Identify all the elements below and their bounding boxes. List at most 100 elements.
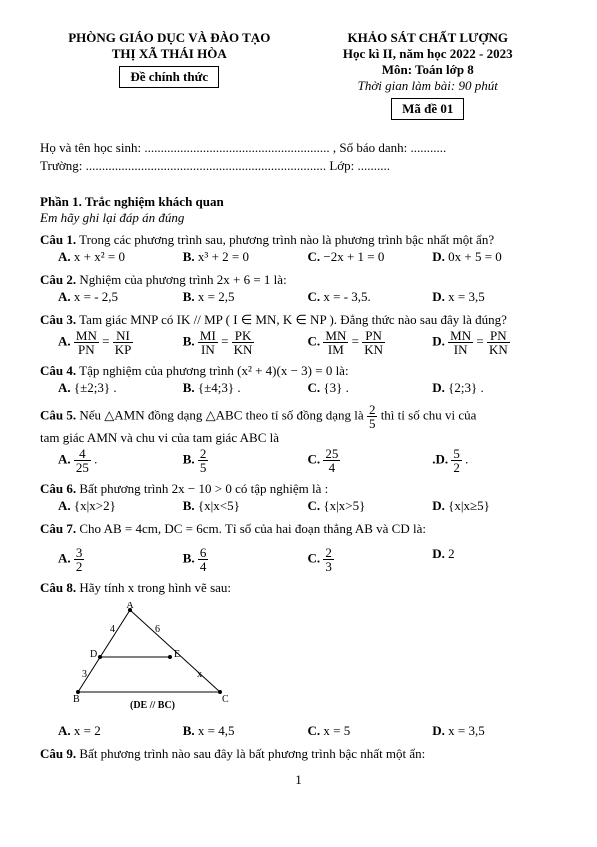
q3c-lnum: MN [323,329,348,343]
q1-opt-a: A. x + x² = 0 [58,248,183,266]
q5-ratio-den: 5 [367,417,378,430]
q8-d-text: x = 3,5 [448,723,485,738]
q4-a-text: {±2;3} . [74,380,117,395]
q3c-rden: KN [362,343,385,356]
q3a-lnum: MN [74,329,99,343]
q5-stem2: thì tỉ số chu vi của [381,407,477,422]
q2-options: A. x = - 2,5 B. x = 2,5 C. x = - 3,5. D.… [58,288,557,306]
q3-opt-d: D. MNIN = PNKN [432,328,557,357]
q3d-rden: KN [487,343,510,356]
q7-prefix: Câu 7. [40,521,76,536]
q2-opt-a: A. x = - 2,5 [58,288,183,306]
q8-options: A. x = 2 B. x = 4,5 C. x = 5 D. x = 3,5 [58,722,557,740]
q5a-num: 4 [74,447,91,461]
q4-stem: Tập nghiệm của phương trình (x² + 4)(x −… [79,363,348,378]
fig-val-bd: 3 [82,669,87,680]
q3-options: A. MNPN = NIKP B. MIIN = PKKN C. MNIM = … [58,328,557,357]
q1-opt-c: C. −2x + 1 = 0 [308,248,433,266]
q5-opt-b: B. 25 [183,446,308,475]
q7b-den: 4 [198,560,209,573]
q1-b-text: x³ + 2 = 0 [198,249,249,264]
q2-opt-d: D. x = 3,5 [432,288,557,306]
question-8: Câu 8. Hãy tính x trong hình vẽ sau: A B… [40,580,557,740]
q3d-lden: IN [448,343,473,356]
q6-a-text: {x|x>2} [74,498,116,513]
exam-code: Mã đề 01 [391,98,464,120]
q5-prefix: Câu 5. [40,407,76,422]
q8-figure: A B C D E 4 3 6 x (DE // BC) [70,602,557,716]
exam-header: PHÒNG GIÁO DỤC VÀ ĐÀO TẠO THỊ XÃ THÁI HÒ… [40,30,557,120]
q1-a-text: x + x² = 0 [74,249,125,264]
q7c-den: 3 [323,560,334,573]
q5a-den: 25 [74,461,91,474]
q3c-lden: IM [323,343,348,356]
q5b-num: 2 [198,447,209,461]
q4-opt-c: C. {3} . [308,379,433,397]
q6-b-text: {x|x<5} [198,498,240,513]
fig-label-e: E [174,649,180,660]
name-dots: ........................................… [144,140,329,155]
q3a-rden: KP [113,343,134,356]
fig-label-a: A [126,602,134,611]
q5-ratio: 25 [367,403,378,430]
q6-opt-b: B. {x|x<5} [183,497,308,515]
exam-title: KHẢO SÁT CHẤT LƯỢNG [299,30,558,46]
q3-opt-b: B. MIIN = PKKN [183,328,308,357]
q4-prefix: Câu 4. [40,363,76,378]
q5-opt-a: A. 425 . [58,446,183,475]
q7a-num: 3 [74,546,85,560]
question-5: Câu 5. Nếu △AMN đồng dạng △ABC theo tỉ s… [40,403,557,475]
page-number: 1 [40,772,557,788]
q3b-lnum: MI [198,329,218,343]
q2-c-text: x = - 3,5. [323,289,370,304]
q6-c-text: {x|x>5} [323,498,365,513]
dept: PHÒNG GIÁO DỤC VÀ ĐÀO TẠO [40,30,299,46]
q3a-rnum: NI [113,329,134,343]
q4-b-text: {±4;3} . [198,380,241,395]
q5d-den: 2 [451,461,462,474]
question-6: Câu 6. Bất phương trình 2x − 10 > 0 có t… [40,481,557,515]
q3a-lden: PN [74,343,99,356]
q2-prefix: Câu 2. [40,272,76,287]
q3d-lnum: MN [448,329,473,343]
q3d-rnum: PN [487,329,510,343]
q1-c-text: −2x + 1 = 0 [323,249,384,264]
q4-opt-b: B. {±4;3} . [183,379,308,397]
q2-d-text: x = 3,5 [448,289,485,304]
q5c-num: 25 [323,447,340,461]
q3-opt-a: A. MNPN = NIKP [58,328,183,357]
fig-val-ec: x [197,669,202,680]
q8-a-text: x = 2 [74,723,101,738]
part1-instr: Em hãy ghi lại đáp án đúng [40,210,557,226]
q3b-lden: IN [198,343,218,356]
q6-opt-a: A. {x|x>2} [58,497,183,515]
q9-prefix: Câu 9. [40,746,76,761]
q8-stem: Hãy tính x trong hình vẽ sau: [79,580,231,595]
q2-stem: Nghiệm của phương trình 2x + 6 = 1 là: [79,272,286,287]
q3-opt-c: C. MNIM = PNKN [308,328,433,357]
q2-opt-b: B. x = 2,5 [183,288,308,306]
part1-title: Phần 1. Trắc nghiệm khách quan [40,194,557,210]
q8-opt-a: A. x = 2 [58,722,183,740]
fig-val-ae: 6 [155,624,160,635]
official-box: Đề chính thức [119,66,219,88]
fig-label-d: D [90,649,97,660]
q3b-rnum: PK [232,329,255,343]
school-row: Trường: ................................… [40,158,557,174]
q5-stem1: Nếu △AMN đồng dạng △ABC theo tỉ số đồng … [79,407,367,422]
q5-opt-d: .D. 52 . [432,446,557,475]
question-9: Câu 9. Bất phương trình nào sau đây là b… [40,746,557,762]
q1-options: A. x + x² = 0 B. x³ + 2 = 0 C. −2x + 1 =… [58,248,557,266]
q8-opt-b: B. x = 4,5 [183,722,308,740]
q2-a-text: x = - 2,5 [74,289,118,304]
q4-d-text: {2;3} . [448,380,484,395]
q1-opt-d: D. 0x + 5 = 0 [432,248,557,266]
q7c-num: 2 [323,546,334,560]
question-4: Câu 4. Tập nghiệm của phương trình (x² +… [40,363,557,397]
q7-options: A. 32 B. 64 C. 23 D. 2 [58,545,557,574]
q7-stem: Cho AB = 4cm, DC = 6cm. Tỉ số của hai đo… [79,521,426,536]
q6-stem: Bất phương trình 2x − 10 > 0 có tập nghi… [79,481,328,496]
name-label: Họ và tên học sinh: [40,140,144,155]
q1-d-text: 0x + 5 = 0 [448,249,502,264]
school-dots: ........................................… [86,158,327,173]
